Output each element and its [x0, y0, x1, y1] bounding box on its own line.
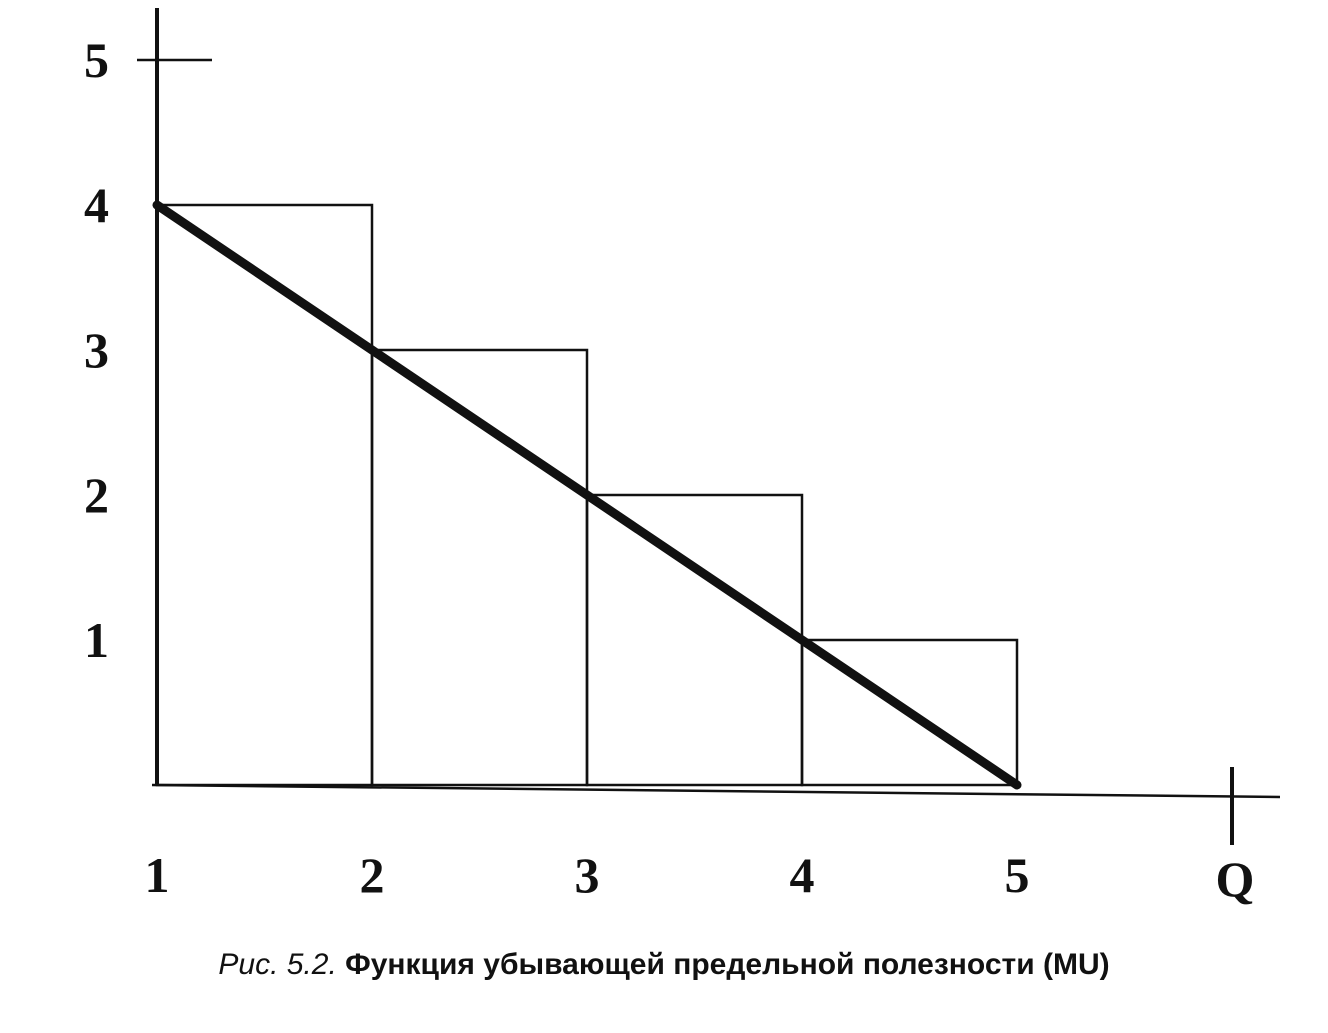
figure-caption: Рис. 5.2. Функция убывающей предельной п… [0, 948, 1328, 982]
figure-caption-text: Функция убывающей предельной полезности … [345, 948, 1110, 981]
axis-ticks [137, 58, 1234, 845]
x-tick-label: 5 [1005, 847, 1030, 903]
utility-bar-2 [370, 348, 589, 787]
tick-labels: 1 2 3 4 5 1 2 3 4 5 Q [84, 32, 1254, 907]
y-tick-label: 4 [84, 177, 109, 233]
y-tick-label: 1 [84, 612, 109, 668]
utility-bar-3 [585, 493, 804, 787]
utility-bar-4 [800, 638, 1019, 787]
y-tick-label: 3 [84, 322, 109, 378]
axes [151, 8, 1281, 799]
mu-series [152, 200, 1022, 790]
x-tick-label: 1 [145, 847, 170, 903]
mu-chart: 1 2 3 4 5 1 2 3 4 5 Q [84, 8, 1281, 907]
y-tick-label: 5 [84, 32, 109, 88]
x-tick-label: 2 [360, 847, 385, 903]
utility-bar-1 [155, 203, 374, 787]
y-tick-label: 2 [84, 467, 109, 523]
x-axis-label: Q [1216, 851, 1255, 907]
figure-label: Рис. 5.2. [218, 948, 337, 981]
x-axis [151, 783, 1281, 799]
x-tick-label: 3 [575, 847, 600, 903]
x-tick-label: 4 [790, 847, 815, 903]
